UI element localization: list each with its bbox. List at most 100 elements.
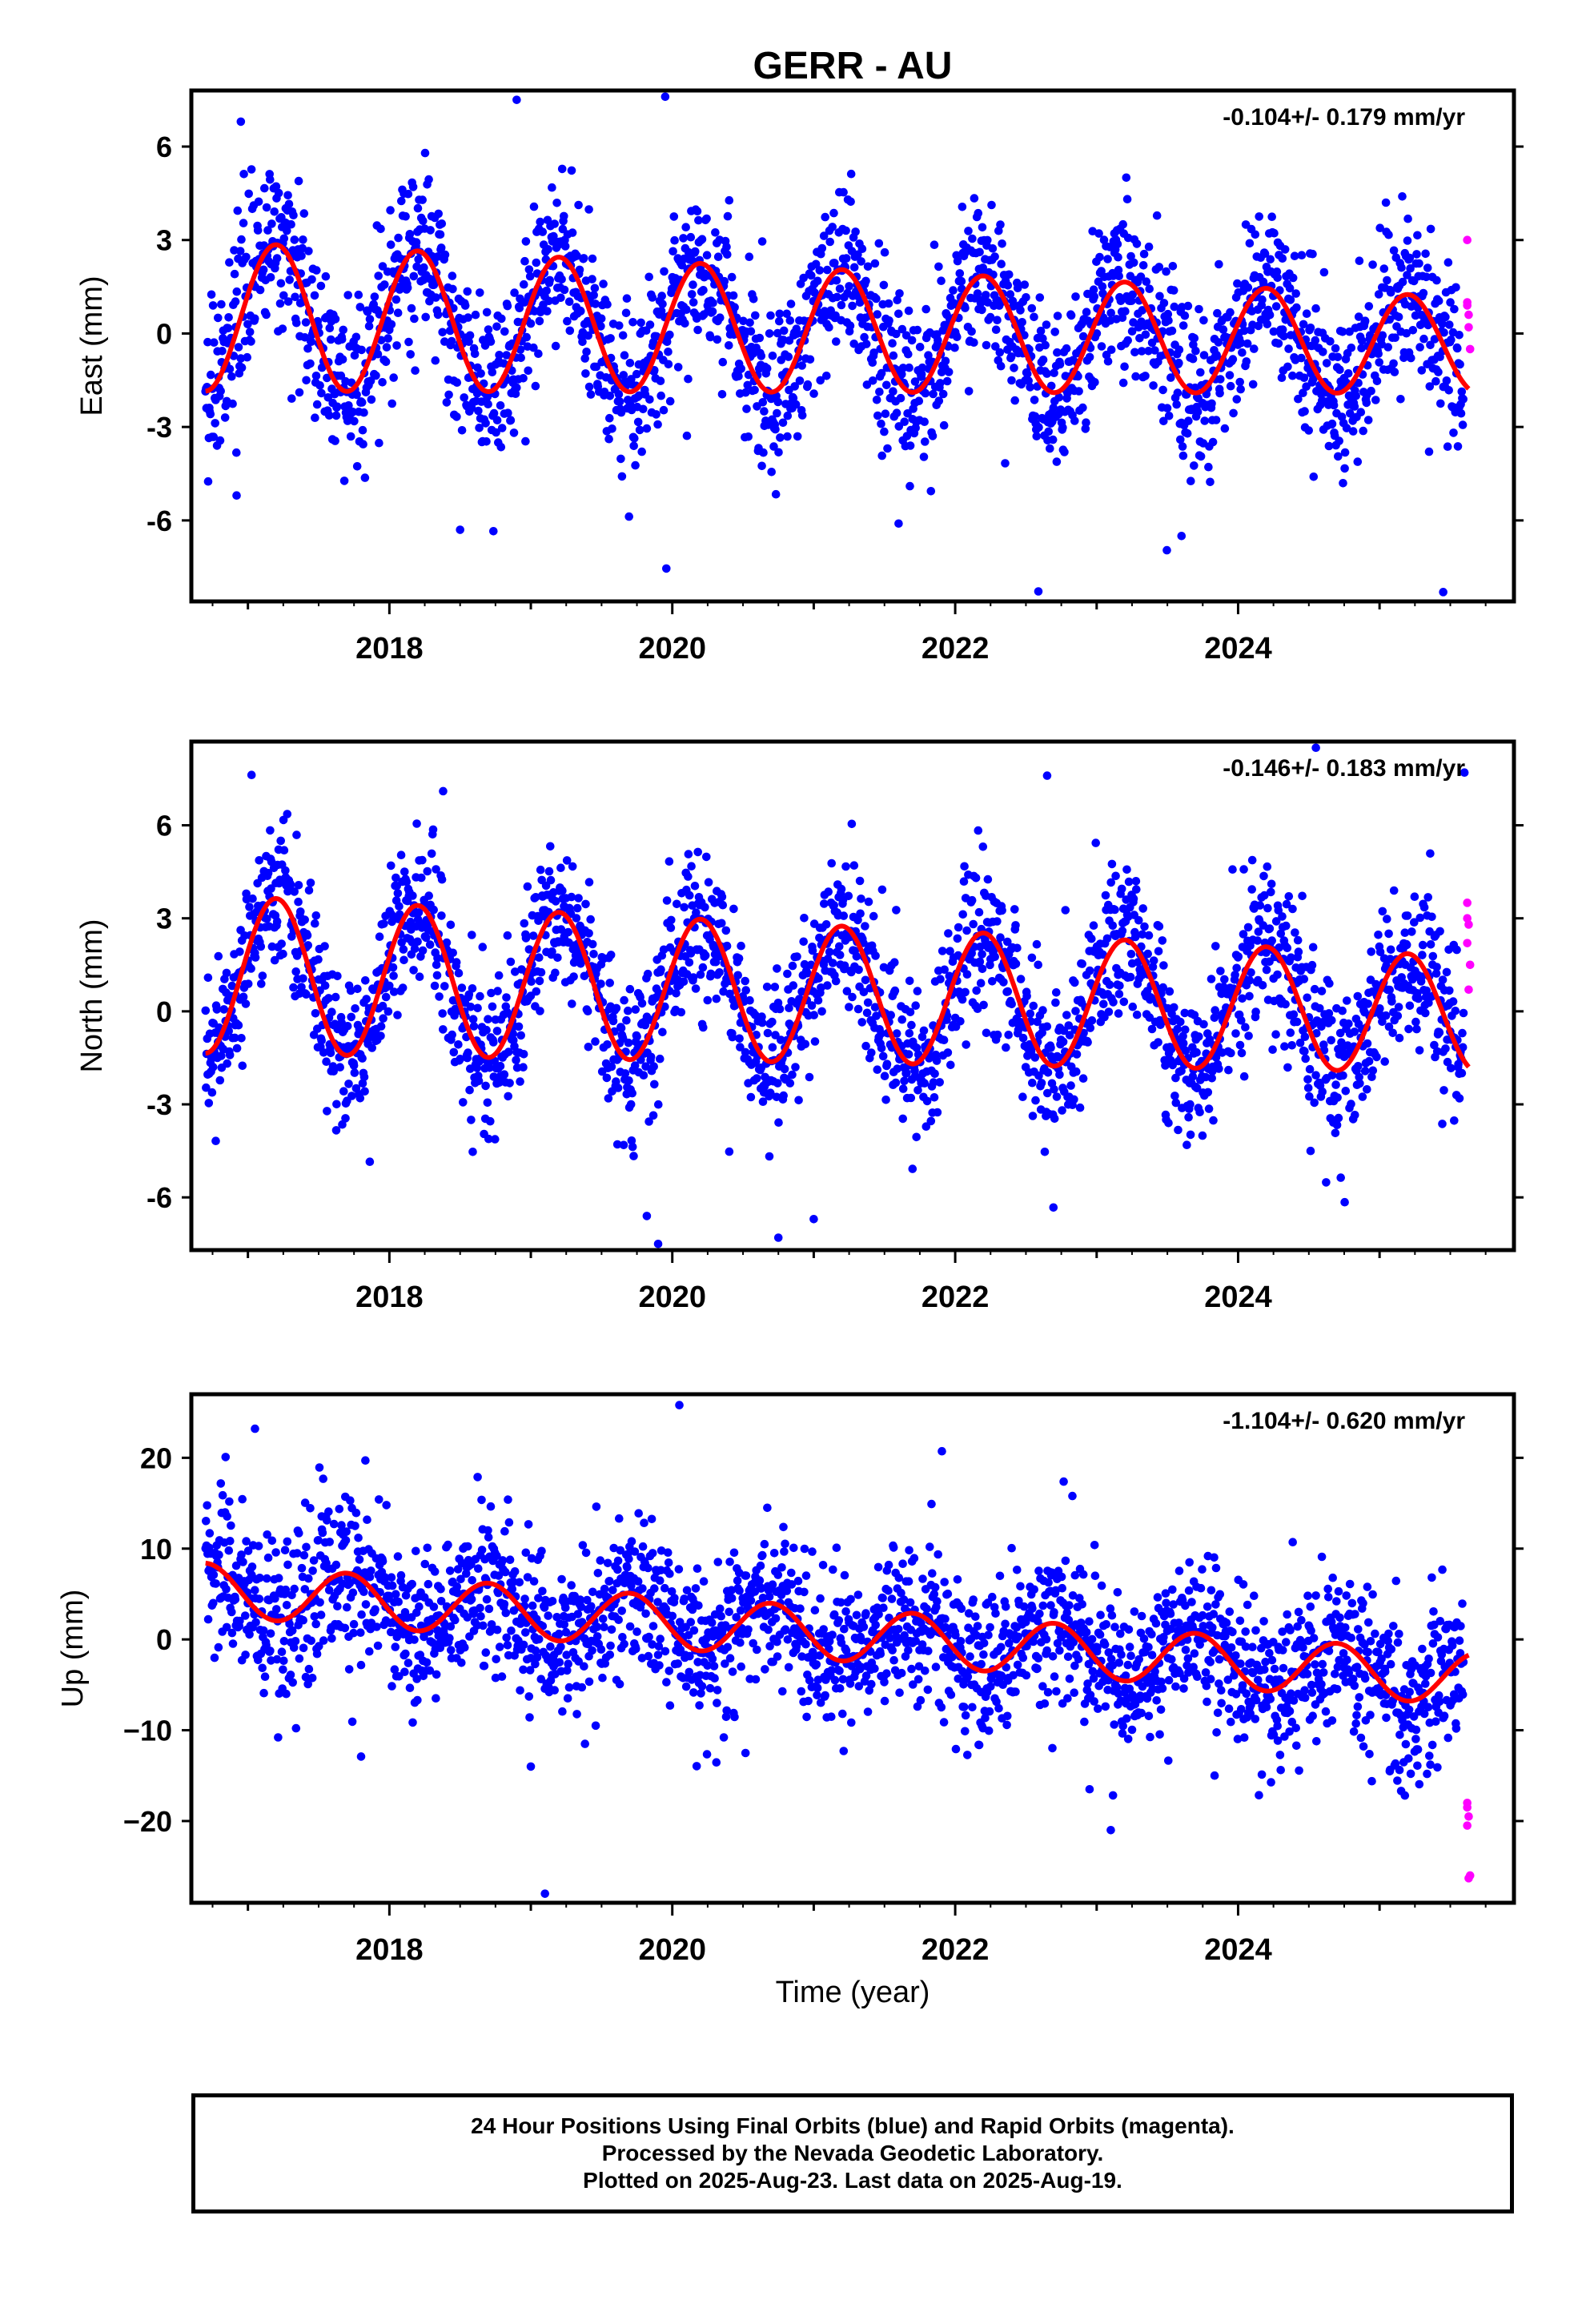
east-data-point: [713, 252, 723, 262]
north-data-point: [241, 999, 251, 1008]
east-y-tick-label: 6: [156, 131, 172, 163]
east-data-point: [968, 234, 977, 243]
north-data-point: [1355, 1072, 1363, 1082]
east-data-point: [1419, 334, 1428, 344]
north-data-point: [326, 1048, 335, 1058]
east-data-point: [465, 331, 475, 340]
east-data-point: [620, 351, 629, 360]
east-data-point: [1248, 380, 1258, 389]
east-data-point: [1149, 381, 1158, 390]
north-data-point: [379, 1014, 387, 1023]
north-data-point: [358, 1079, 367, 1088]
east-data-point: [299, 209, 309, 218]
east-data-point: [1229, 408, 1238, 418]
east-data-point: [1379, 264, 1389, 273]
east-data-point: [1219, 325, 1228, 334]
north-data-point: [1298, 891, 1307, 901]
east-data-point: [1030, 312, 1038, 322]
east-data-point: [1049, 404, 1058, 412]
east-data-point: [637, 447, 646, 456]
east-data-point: [693, 325, 702, 335]
east-data-point: [1158, 385, 1167, 395]
east-rapid-orbit-points: [1463, 235, 1475, 354]
east-data-point: [622, 294, 632, 304]
east-data-point: [1106, 345, 1116, 355]
east-data-point: [914, 396, 924, 406]
east-data-point: [481, 419, 490, 428]
north-data-point: [959, 877, 969, 886]
east-data-point: [556, 293, 565, 303]
north-data-point: [625, 984, 635, 994]
east-data-point: [382, 343, 391, 352]
up-data-point: [228, 1639, 238, 1648]
east-data-point: [492, 322, 501, 332]
east-data-point: [1335, 365, 1344, 375]
east-data-point: [262, 203, 271, 212]
north-data-point: [640, 1020, 650, 1030]
east-data-point: [1335, 436, 1343, 445]
east-data-point: [1005, 270, 1014, 279]
north-data-point: [558, 886, 567, 895]
east-data-point: [1053, 348, 1062, 357]
east-data-point: [1408, 326, 1418, 335]
east-data-point: [751, 311, 760, 320]
east-data-point: [807, 271, 816, 280]
north-data-point: [859, 987, 869, 997]
east-data-point: [1078, 403, 1087, 412]
east-data-point: [958, 202, 967, 211]
north-data-point: [1303, 993, 1311, 1003]
north-data-point: [1414, 994, 1423, 1003]
east-data-point: [1114, 252, 1122, 262]
north-data-point: [780, 1064, 789, 1074]
north-data-point: [979, 1000, 988, 1010]
north-data-point: [958, 910, 967, 919]
up-data-point: [282, 1601, 291, 1610]
north-data-point: [1228, 865, 1237, 874]
east-data-point: [709, 299, 717, 308]
east-data-point: [1242, 357, 1251, 366]
north-data-point: [1447, 1063, 1456, 1073]
north-data-point: [929, 1078, 938, 1087]
east-data-point: [1176, 435, 1185, 444]
north-data-point: [464, 1048, 472, 1057]
north-data-point: [1254, 927, 1263, 936]
east-data-point: [375, 438, 383, 448]
east-data-point: [1183, 301, 1193, 311]
east-data-point: [1374, 349, 1383, 359]
north-data-point: [1237, 1016, 1246, 1025]
east-data-point: [771, 424, 780, 434]
east-data-point: [1403, 214, 1412, 223]
east-data-point: [1215, 388, 1224, 398]
north-data-point: [882, 1059, 892, 1068]
north-data-point: [329, 1067, 339, 1076]
east-data-point: [1186, 476, 1195, 485]
east-data-point: [686, 232, 696, 242]
north-data-point: [546, 875, 556, 885]
east-data-point: [242, 252, 251, 262]
north-data-point: [1262, 948, 1271, 957]
east-data-point: [310, 291, 319, 300]
east-data-point: [464, 337, 473, 347]
east-data-point: [708, 307, 717, 316]
east-data-point: [524, 265, 534, 274]
east-data-point: [1166, 373, 1175, 382]
north-data-point: [1395, 1033, 1404, 1043]
north-data-point: [232, 1043, 242, 1053]
east-data-point: [575, 265, 584, 275]
north-data-point: [666, 923, 676, 932]
north-data-point: [1307, 960, 1317, 970]
east-data-point: [1309, 472, 1319, 481]
north-data-point: [862, 1008, 872, 1018]
east-rapid-point: [1464, 323, 1473, 332]
east-data-point: [376, 224, 385, 234]
east-data-point: [359, 408, 368, 417]
north-data-point: [880, 1072, 889, 1080]
east-data-point: [665, 396, 675, 406]
north-data-point: [1122, 895, 1130, 904]
east-data-point: [486, 337, 496, 346]
east-data-point: [214, 313, 223, 323]
east-data-point: [662, 564, 671, 573]
east-data-point: [1397, 263, 1406, 272]
east-data-point: [1319, 267, 1329, 277]
north-data-point: [1107, 859, 1117, 869]
